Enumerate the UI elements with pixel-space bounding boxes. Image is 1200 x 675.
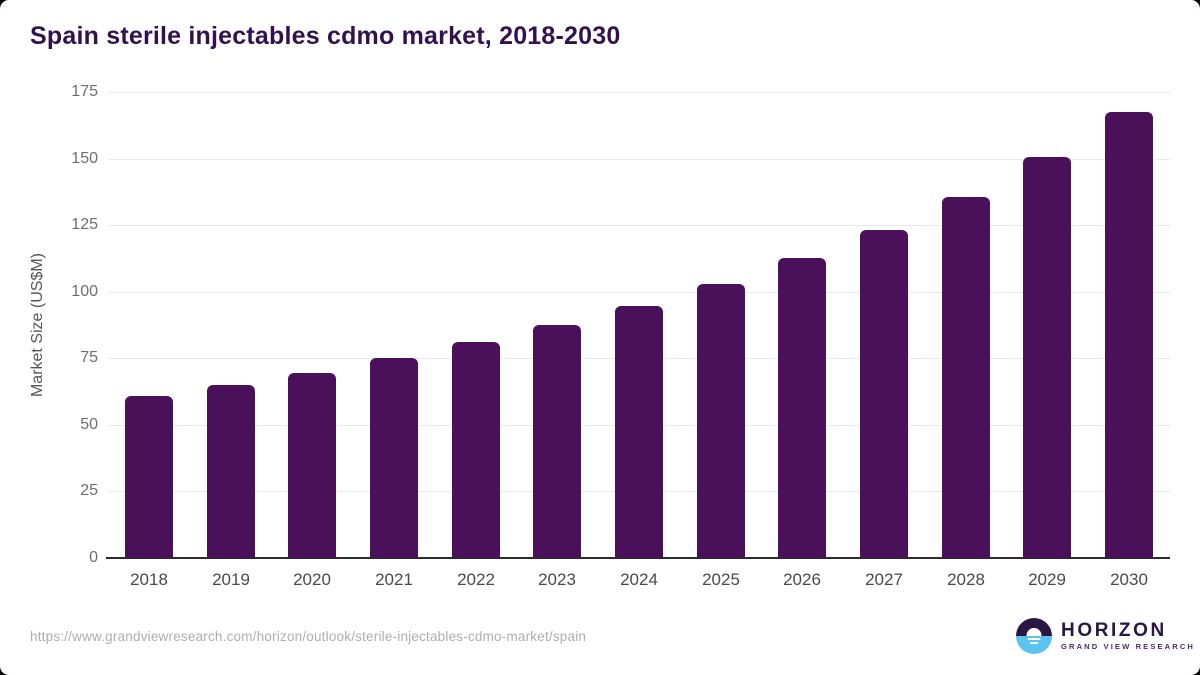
- y-axis-label: Market Size (US$M): [29, 252, 46, 398]
- bar-2028: [942, 197, 990, 558]
- reflection-line: [1027, 638, 1041, 640]
- gridline-175: [108, 92, 1170, 93]
- x-tick-2021: 2021: [375, 570, 413, 589]
- x-tick-2024: 2024: [620, 570, 658, 589]
- horizon-sunset-icon: [1016, 618, 1052, 654]
- bar-2025: [697, 284, 745, 558]
- y-tick-0: 0: [89, 549, 98, 566]
- x-tick-2020: 2020: [293, 570, 331, 589]
- y-tick-125: 125: [71, 216, 98, 233]
- x-tick-2025: 2025: [702, 570, 740, 589]
- bar-2030: [1105, 112, 1153, 558]
- gridline-150: [108, 159, 1170, 160]
- gridline-125: [108, 225, 1170, 226]
- bar-2023: [533, 325, 581, 558]
- y-tick-50: 50: [80, 416, 98, 433]
- bar-2022: [452, 342, 500, 558]
- bar-2026: [778, 258, 826, 558]
- source-url: https://www.grandviewresearch.com/horizo…: [30, 629, 587, 644]
- chart-title: Spain sterile injectables cdmo market, 2…: [30, 22, 621, 50]
- x-tick-2029: 2029: [1028, 570, 1066, 589]
- y-tick-75: 75: [80, 349, 98, 366]
- bar-2029: [1023, 157, 1071, 558]
- y-tick-100: 100: [71, 283, 98, 300]
- x-tick-2023: 2023: [538, 570, 576, 589]
- x-tick-2026: 2026: [783, 570, 821, 589]
- x-tick-2028: 2028: [947, 570, 985, 589]
- y-tick-175: 175: [71, 83, 98, 100]
- logo-text: HORIZON GRAND VIEW RESEARCH: [1061, 619, 1195, 652]
- x-axis-line: [106, 557, 1170, 559]
- bar-2018: [125, 396, 173, 558]
- bar-2021: [370, 358, 418, 558]
- bar-2019: [207, 385, 255, 558]
- x-tick-2018: 2018: [130, 570, 168, 589]
- x-tick-2019: 2019: [212, 570, 250, 589]
- x-tick-2027: 2027: [865, 570, 903, 589]
- gridline-100: [108, 292, 1170, 293]
- y-tick-150: 150: [71, 150, 98, 167]
- horizon-logo: HORIZON GRAND VIEW RESEARCH: [1016, 618, 1195, 654]
- logo-tagline: GRAND VIEW RESEARCH: [1061, 641, 1195, 651]
- reflection-line: [1030, 642, 1038, 644]
- bar-2020: [288, 373, 336, 558]
- logo-name: HORIZON: [1061, 619, 1167, 641]
- y-tick-25: 25: [80, 482, 98, 499]
- sun-shape: [1026, 628, 1042, 636]
- x-tick-2030: 2030: [1110, 570, 1148, 589]
- bar-2027: [860, 230, 908, 558]
- x-tick-2022: 2022: [457, 570, 495, 589]
- bar-2024: [615, 306, 663, 558]
